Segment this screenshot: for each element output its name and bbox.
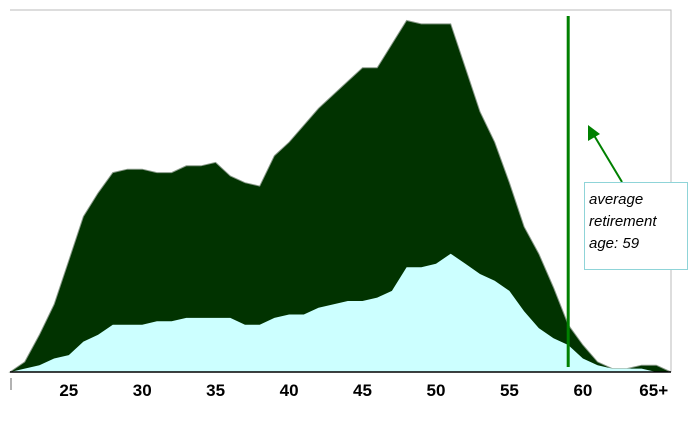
axis-layer: 25 30 35 40 45 50 55 60 65+	[10, 9, 672, 400]
x-tick-label-35: 35	[206, 381, 225, 400]
x-tick-label-25: 25	[59, 381, 78, 400]
x-tick-label-50: 50	[427, 381, 446, 400]
x-tick-label-40: 40	[280, 381, 299, 400]
callout-line-1: average	[589, 191, 644, 208]
x-tick-label-60: 60	[573, 381, 592, 400]
area-series-2	[10, 253, 671, 372]
x-tick-label-55: 55	[500, 381, 519, 400]
callout-arrow-shaft	[591, 131, 623, 183]
annotation-layer	[566, 16, 623, 367]
callout-line-3: age: 59	[589, 235, 640, 252]
x-tick-label-30: 30	[133, 381, 152, 400]
retirement-callout: average retirement age: 59	[584, 182, 688, 270]
series-layer	[8, 19, 672, 373]
callout-line-2: retirement	[589, 213, 657, 230]
x-tick-label-45: 45	[353, 381, 372, 400]
area-series-1	[8, 19, 672, 373]
callout-arrow-head	[588, 125, 600, 141]
x-tick-label-65+: 65+	[639, 381, 668, 400]
